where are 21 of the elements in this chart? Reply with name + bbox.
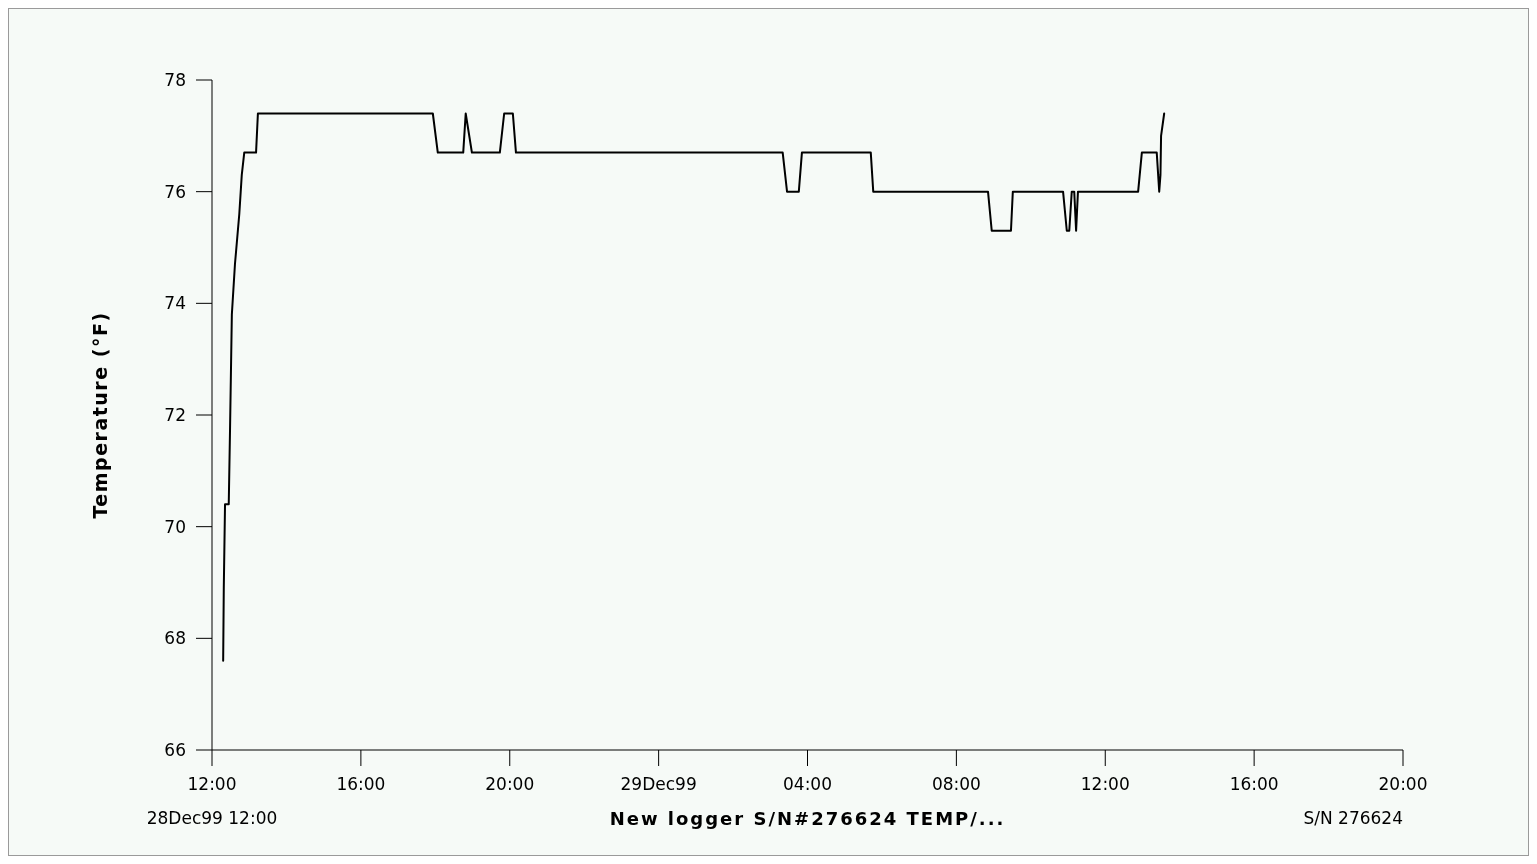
x-tick-label: 20:00 bbox=[1378, 774, 1428, 795]
y-tick-label: 68 bbox=[164, 628, 186, 649]
x-tick-label: 12:00 bbox=[1080, 774, 1130, 795]
line-series bbox=[222, 112, 1166, 662]
x-axis-title: New logger S/N#276624 TEMP/... bbox=[609, 807, 1006, 829]
x-tick-label: 04:00 bbox=[783, 774, 832, 795]
text: 28Dec99 12:00 bbox=[146, 808, 278, 828]
x-tick-label: 12:00 bbox=[187, 774, 237, 795]
x-tick-label: 08:00 bbox=[931, 774, 981, 795]
x-tick-label: 20:00 bbox=[485, 774, 535, 795]
y-tick-label: 74 bbox=[164, 293, 186, 314]
x-tick-label: 16:00 bbox=[1229, 774, 1279, 795]
y-tick-label: 78 bbox=[164, 70, 186, 91]
y-tick-label: 72 bbox=[164, 405, 186, 426]
x-tick-label: 16:00 bbox=[336, 774, 386, 795]
y-tick-label: 76 bbox=[164, 181, 186, 202]
text: S/N 276624 bbox=[1303, 808, 1403, 828]
y-tick-label: 70 bbox=[164, 516, 186, 537]
x-tick-label: 29Dec99 bbox=[620, 774, 697, 795]
y-tick-label: 66 bbox=[164, 740, 186, 761]
y-axis-title: Temperature (°F) bbox=[89, 311, 111, 519]
